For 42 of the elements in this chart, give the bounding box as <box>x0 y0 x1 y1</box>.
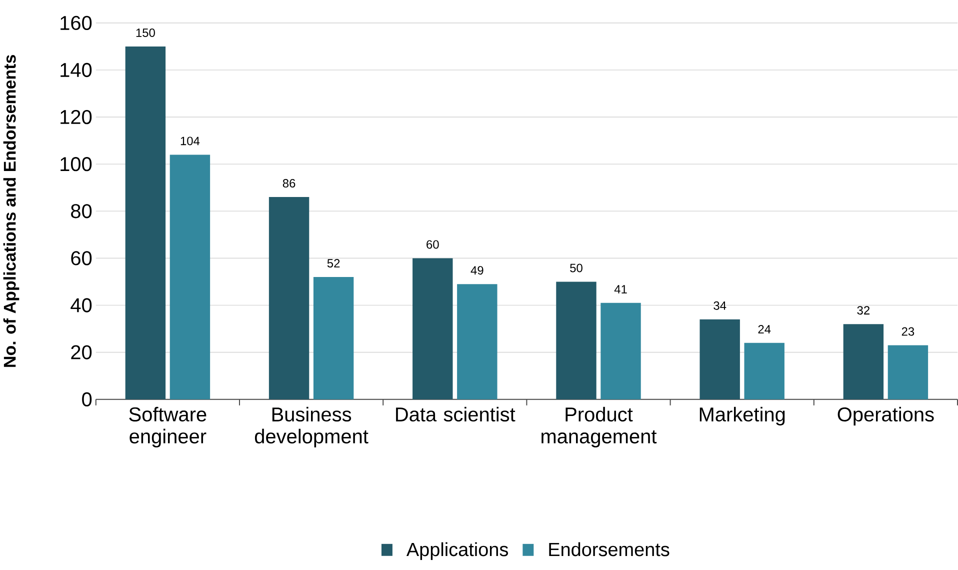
legend-label: Endorsements <box>549 542 670 556</box>
bar <box>125 46 166 400</box>
bar <box>556 282 596 400</box>
data-label: 49 <box>470 266 484 275</box>
y-tick-label: 0 <box>82 392 92 406</box>
data-label: 104 <box>180 136 200 146</box>
data-label: 60 <box>426 240 439 249</box>
y-tick-label: 20 <box>71 345 92 360</box>
y-axis-title: No. of Applications and Endorsements <box>3 54 20 367</box>
x-tick-label: Data scientist <box>396 406 516 422</box>
y-tick-label: 80 <box>71 204 92 218</box>
bar <box>170 154 210 400</box>
data-label: 86 <box>282 179 296 188</box>
data-label: 41 <box>614 285 627 294</box>
y-tick-label: 60 <box>71 251 92 266</box>
data-label: 24 <box>758 324 771 334</box>
y-tick-label: 160 <box>60 16 92 30</box>
data-label: 34 <box>714 301 726 310</box>
bar <box>843 324 884 400</box>
bar <box>600 302 641 400</box>
x-tick-label: Business development <box>254 406 368 448</box>
bar <box>268 197 310 400</box>
legend-label: Applications <box>406 542 508 560</box>
bar <box>412 258 453 400</box>
data-label: 50 <box>570 264 582 272</box>
x-tick-label: Operations <box>838 406 934 426</box>
bar <box>313 276 354 400</box>
y-tick-label: 100 <box>60 157 92 172</box>
data-label: 52 <box>327 259 340 268</box>
bar <box>744 342 784 400</box>
y-tick-label: 40 <box>70 298 92 312</box>
data-label: 32 <box>857 306 870 315</box>
y-tick-label: 140 <box>60 62 92 78</box>
x-tick-label: Product management <box>542 406 657 448</box>
y-tick-label: 120 <box>60 110 92 124</box>
bar <box>457 284 498 400</box>
x-tick-label: Marketing <box>700 406 785 426</box>
data-label: 23 <box>902 327 914 336</box>
bar <box>888 345 928 400</box>
bar <box>700 319 740 400</box>
x-tick-label: Software engineer <box>129 406 206 448</box>
data-label: 150 <box>136 28 155 37</box>
